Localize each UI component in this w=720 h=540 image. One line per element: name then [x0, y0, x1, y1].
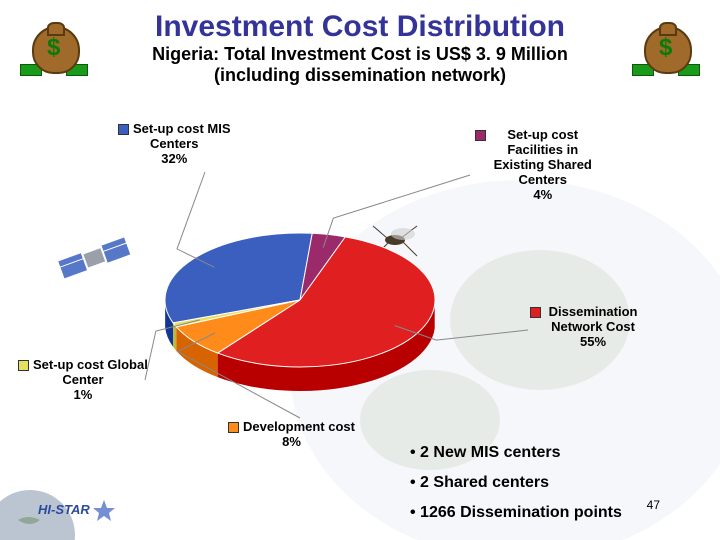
bullet-item: • 2 New MIS centers: [410, 444, 622, 462]
legend-pct: 8%: [282, 434, 301, 449]
subtitle-line1: Nigeria: Total Investment Cost is US$ 3.…: [152, 44, 568, 64]
bullet-text: 2 Shared centers: [420, 474, 549, 491]
legend-pct: 55%: [580, 334, 606, 349]
star-icon: [93, 500, 115, 521]
legend-text: Facilities in: [507, 142, 578, 157]
legend-text: Centers: [150, 136, 198, 151]
pie-side: [218, 304, 435, 391]
legend-pct: 32%: [161, 151, 187, 166]
leader-line: [178, 333, 300, 418]
legend-text: Existing Shared: [494, 157, 592, 172]
swatch-shared: [475, 130, 486, 141]
pie-side: [173, 323, 176, 351]
logo-text: HI-STAR: [38, 502, 90, 517]
pie-slice-global: [173, 300, 300, 327]
legend-text: Set-up cost MIS: [133, 121, 231, 136]
satellite-icon: [58, 237, 130, 278]
legend-pct: 1%: [74, 387, 93, 402]
legend-text: Center: [62, 372, 103, 387]
mosquito-icon: [373, 226, 417, 256]
legend-text: Dissemination: [549, 304, 638, 319]
pie-side: [165, 303, 173, 347]
pie-side: [176, 327, 217, 377]
legend-text: Set-up cost Global: [33, 357, 148, 372]
legend-text: Development cost: [243, 419, 355, 434]
pie-slice-dev: [176, 300, 300, 353]
subtitle-line2: (including dissemination network): [214, 65, 506, 85]
footer-logo: HI-STAR: [0, 480, 150, 540]
legend-shared: Set-up cost Facilities in Existing Share…: [475, 128, 592, 203]
swatch-mis: [118, 124, 129, 135]
swatch-diss: [530, 307, 541, 318]
legend-text: Centers: [519, 172, 567, 187]
swatch-global: [18, 360, 29, 371]
leader-line: [323, 175, 470, 248]
legend-text: Set-up cost: [507, 127, 578, 142]
money-bag-icon: [636, 16, 696, 76]
subtitle: Nigeria: Total Investment Cost is US$ 3.…: [0, 44, 720, 86]
money-bag-icon: [24, 16, 84, 76]
legend-dev: Development cost 8%: [228, 420, 355, 450]
leader-line: [145, 320, 200, 380]
swatch-dev: [228, 422, 239, 433]
legend-text: Network Cost: [551, 319, 635, 334]
page-title: Investment Cost Distribution: [0, 10, 720, 44]
bullet-list: • 2 New MIS centers • 2 Shared centers •…: [410, 444, 622, 522]
leader-line: [395, 326, 528, 340]
pie-slice-shared: [300, 233, 345, 300]
pie-slice-mis: [165, 233, 312, 323]
page-number: 47: [647, 498, 660, 512]
legend-mis: Set-up cost MIS Centers 32%: [118, 122, 231, 167]
pie-slice-diss: [218, 237, 435, 367]
leader-line: [177, 172, 214, 267]
bullet-text: 2 New MIS centers: [420, 444, 561, 461]
bullet-text: 1266 Dissemination points: [420, 504, 622, 521]
bullet-item: • 2 Shared centers: [410, 474, 622, 492]
legend-global: Set-up cost Global Center 1%: [18, 358, 148, 403]
legend-pct: 4%: [533, 187, 552, 202]
legend-diss: Dissemination Network Cost 55%: [530, 305, 637, 350]
bullet-item: • 1266 Dissemination points: [410, 504, 622, 522]
